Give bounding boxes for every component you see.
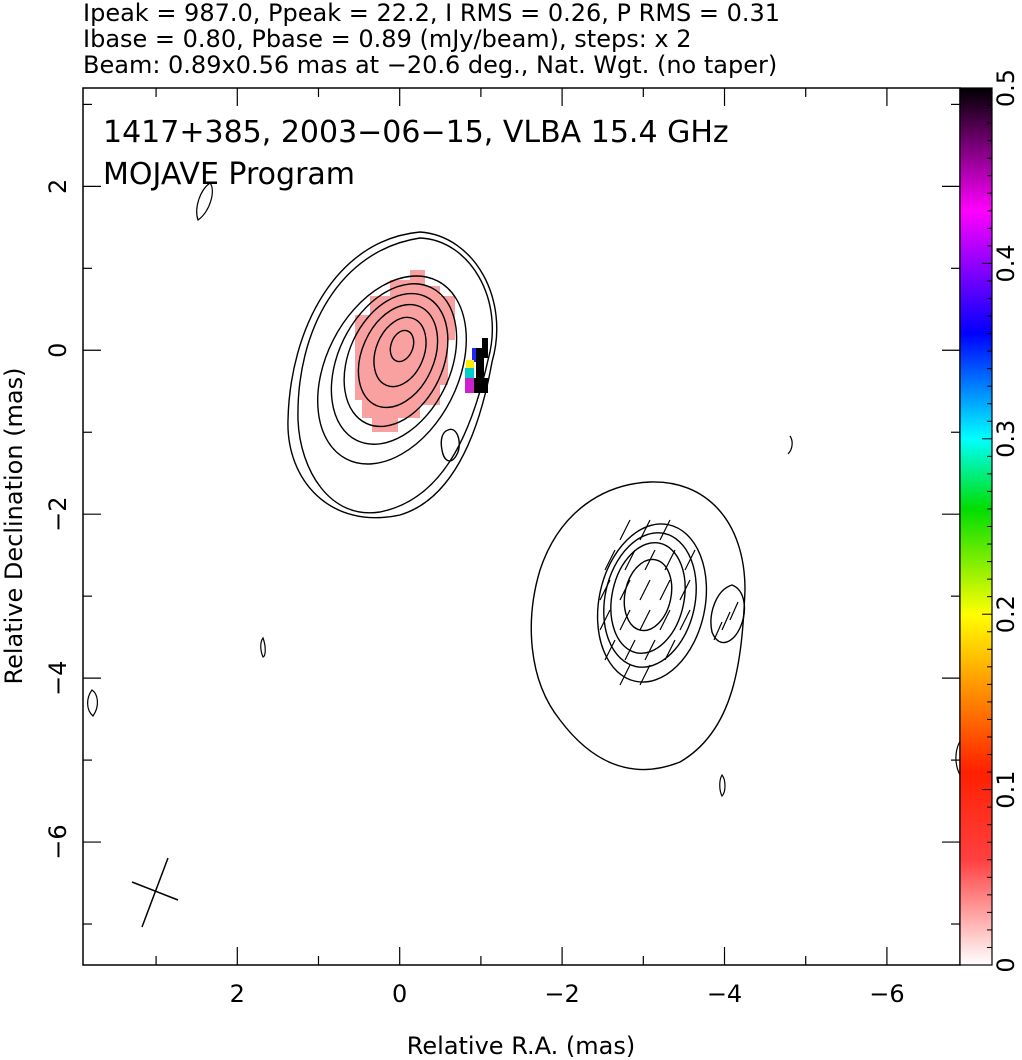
- y-tick-label: 0: [44, 343, 72, 358]
- colorbar-tick-label: 0: [992, 957, 1020, 972]
- y-axis-tick-labels: 2 0 −2 −4 −6: [44, 179, 72, 860]
- colorbar-tick-label: 0.4: [992, 244, 1020, 282]
- colorbar-tick-label: 0.3: [992, 420, 1020, 458]
- beam-cross: [131, 857, 179, 928]
- x-tick-label: −6: [869, 980, 904, 1008]
- x-axis-tick-labels: 2 0 −2 −4 −6: [230, 980, 905, 1008]
- header-line-2: Ibase = 0.80, Pbase = 0.89 (mJy/beam), s…: [83, 25, 692, 53]
- y-axis-ticks: [83, 103, 960, 925]
- colorbar-ticks: [982, 87, 992, 966]
- header-line-3: Beam: 0.89x0.56 mas at −20.6 deg., Nat. …: [83, 51, 778, 79]
- colorbar-tick-label: 0.5: [992, 69, 1020, 107]
- y-tick-label: −2: [44, 497, 72, 532]
- x-tick-label: −4: [707, 980, 742, 1008]
- jet-contours: [530, 481, 746, 771]
- x-tick-label: 0: [392, 980, 407, 1008]
- plot-frame: [82, 87, 961, 966]
- noise-contours: [87, 182, 960, 798]
- y-tick-label: 2: [44, 179, 72, 194]
- colorbar-tick-labels: 0 0.1 0.2 0.3 0.4 0.5: [992, 69, 1020, 973]
- map-title-line-1: 1417+385, 2003−06−15, VLBA 15.4 GHz: [103, 115, 729, 150]
- colorbar-tick-label: 0.1: [992, 771, 1020, 809]
- polarization-pixels: [355, 270, 455, 432]
- x-axis-label: Relative R.A. (mas): [407, 1032, 635, 1060]
- colorbar-tick-label: 0.2: [992, 595, 1020, 633]
- header-line-1: Ipeak = 987.0, Ppeak = 22.2, I RMS = 0.2…: [83, 0, 781, 27]
- y-tick-label: −6: [44, 824, 72, 859]
- polarization-edge-pixels: [465, 338, 488, 393]
- map-contents: 1417+385, 2003−06−15, VLBA 15.4 GHz MOJA…: [87, 115, 960, 928]
- y-tick-label: −4: [44, 660, 72, 695]
- core-contours: [287, 231, 498, 519]
- x-tick-label: −2: [544, 980, 579, 1008]
- map-title-line-2: MOJAVE Program: [103, 157, 355, 192]
- x-tick-label: 2: [230, 980, 245, 1008]
- y-axis-label: Relative Declination (mas): [0, 367, 28, 684]
- evpa-ticks: [599, 519, 739, 686]
- x-axis-ticks: [155, 88, 888, 965]
